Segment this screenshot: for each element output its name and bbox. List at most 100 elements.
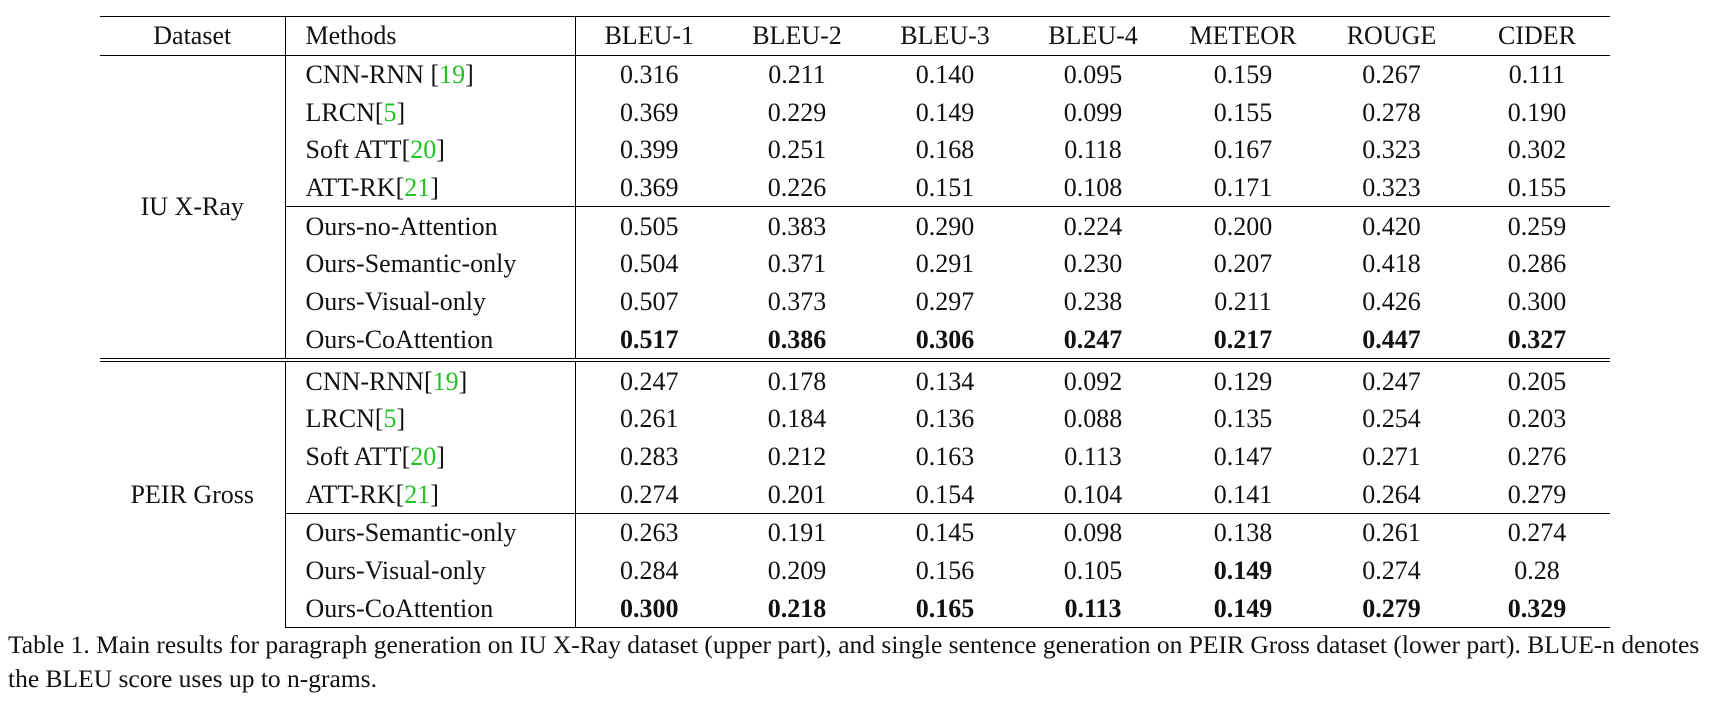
citation-link[interactable]: 19 [432,366,459,396]
score-cell: 0.211 [768,60,826,90]
table-row: Ours-CoAttention 0.300 0.218 0.165 0.113 0.14… [100,589,1610,629]
score-cell: 0.184 [767,404,827,434]
score-cell: 0.111 [1508,60,1566,90]
score-cell: 0.420 [1319,206,1464,246]
score-cell: 0.399 [620,135,679,165]
method-cell: Ours-no-Attention [285,206,576,246]
score-cell: 0.134 [871,358,1019,400]
table-caption: Table 1. Main results for paragraph gene… [8,630,1700,693]
score-cell: 0.211 [1214,287,1272,317]
method-name: Ours-CoAttention [305,324,494,354]
score-cell: 0.218 [723,589,871,629]
score-cell: 0.261 [620,404,679,434]
score-cell: 0.247 [1319,358,1464,400]
score-cell: 0.291 [915,249,975,279]
method-name: Ours-CoAttention [305,593,494,623]
score-cell: 0.300 [575,589,723,629]
method-cell: Ours-Visual-only [285,282,576,321]
citation-bracket: ] [430,173,439,203]
header-bleu-2: BLEU-2 [723,16,871,56]
score-cell: 0.147 [1213,441,1273,471]
score-cell: 0.323 [1362,173,1421,203]
score-cell: 0.108 [1063,173,1123,203]
method-cell: CNN-RNN[19] [285,358,576,400]
score-cell: 0.504 [620,249,679,279]
method-cell: Soft ATT[20] [285,131,576,169]
score-cell: 0.163 [915,441,975,471]
score-cell: 0.278 [1362,97,1421,127]
method-cell: Ours-Visual-only [285,551,576,590]
score-cell: 0.140 [915,60,975,90]
citation-link[interactable]: 5 [383,97,397,127]
score-cell: 0.230 [1063,249,1123,279]
header-methods: Methods [285,16,576,56]
score-cell: 0.279 [1507,479,1567,509]
method-name: LRCN [305,404,375,434]
score-cell: 0.261 [1319,512,1464,552]
score-cell: 0.200 [1167,206,1319,246]
score-cell: 0.118 [1064,135,1122,165]
table-row: ATT-RK[21] 0.369 0.226 0.151 0.108 0.171 0.323… [100,168,1610,207]
score-cell: 0.226 [767,173,827,203]
citation-link[interactable]: 20 [410,135,437,165]
score-cell: 0.099 [1063,97,1123,127]
score-cell: 0.300 [1507,287,1567,317]
score-cell: 0.247 [575,358,723,400]
table-body: IU X-Ray CNN-RNN [19] 0.316 0.211 0.140 0.095… [100,55,1610,629]
method-cell: LRCN[5] [285,93,576,132]
score-cell: 0.149 [1213,555,1273,585]
score-cell: 0.113 [1019,589,1167,629]
score-cell: 0.297 [915,287,975,317]
citation-bracket: ] [396,97,406,127]
score-cell: 0.274 [620,479,679,509]
score-cell: 0.113 [1064,441,1122,471]
method-cell: CNN-RNN [19] [285,55,576,94]
score-cell: 0.141 [1213,479,1273,509]
score-cell: 0.276 [1507,441,1567,471]
citation-link[interactable]: 19 [439,60,466,90]
results-table: Dataset Methods BLEU-1 BLEU-2 BLEU-3 BLE… [100,16,1610,629]
score-cell: 0.104 [1063,479,1123,509]
score-cell: 0.155 [1507,173,1567,203]
table-row: IU X-Ray CNN-RNN [19] 0.316 0.211 0.140 0.095… [100,55,1610,361]
citation-link[interactable]: 21 [404,479,431,509]
results-table-container: Dataset Methods BLEU-1 BLEU-2 BLEU-3 BLE… [100,16,1610,629]
score-cell: 0.274 [1464,512,1610,552]
score-cell: 0.507 [620,287,679,317]
citation-bracket: ] [458,366,468,396]
score-cell: 0.267 [1362,60,1421,90]
citation-link[interactable]: 5 [383,404,397,434]
score-cell: 0.156 [915,555,975,585]
table-row: Soft ATT[20] 0.283 0.212 0.163 0.113 0.147 0.2… [100,437,1610,476]
method-cell: Ours-CoAttention [285,589,576,629]
score-cell: 0.088 [1063,404,1123,434]
score-cell: 0.327 [1507,324,1567,354]
score-cell: 0.191 [723,512,871,552]
citation-bracket: ] [465,60,474,90]
method-name: Ours-Visual-only [305,287,486,317]
score-cell: 0.205 [1464,358,1610,400]
score-cell: 0.207 [1213,249,1273,279]
table-row: Soft ATT[20] 0.399 0.251 0.168 0.118 0.167 0.3… [100,131,1610,169]
score-cell: 0.092 [1019,358,1167,400]
score-cell: 0.259 [1464,206,1610,246]
header-bleu-1: BLEU-1 [575,16,723,56]
score-cell: 0.129 [1167,358,1319,400]
score-cell: 0.178 [723,358,871,400]
score-cell: 0.209 [767,555,827,585]
score-cell: 0.238 [1063,287,1123,317]
score-cell: 0.203 [1507,404,1567,434]
table-row: LRCN[5] 0.261 0.184 0.136 0.088 0.135 0.254 0.2… [100,399,1610,438]
table-row: Ours-no-Attention 0.505 0.383 0.290 0.224 0.2… [100,206,1610,246]
score-cell: 0.135 [1213,404,1273,434]
dataset-cell: PEIR Gross [100,358,286,628]
score-cell: 0.212 [767,441,827,471]
score-cell: 0.28 [1514,555,1560,585]
score-cell: 0.155 [1213,97,1273,127]
method-cell: Ours-CoAttention [285,320,576,361]
score-cell: 0.168 [915,135,975,165]
citation-link[interactable]: 20 [410,441,437,471]
score-cell: 0.383 [723,206,871,246]
score-cell: 0.159 [1213,60,1273,90]
citation-link[interactable]: 21 [404,173,431,203]
